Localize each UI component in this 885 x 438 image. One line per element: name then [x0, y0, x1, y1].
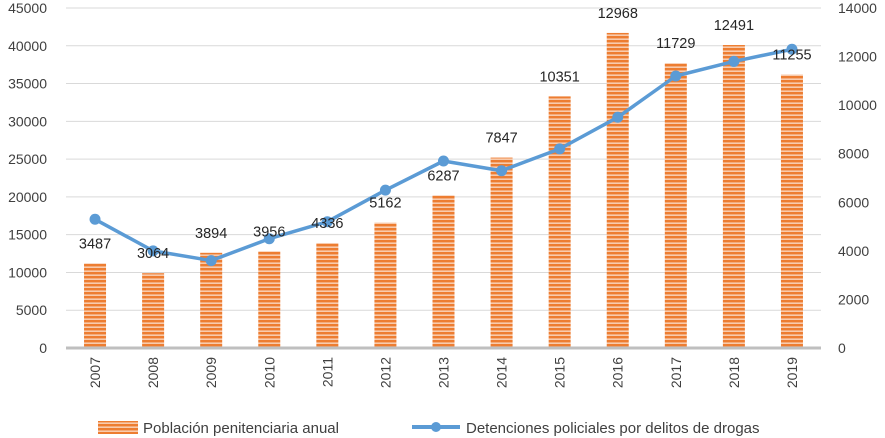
line-point [379, 184, 391, 196]
line-point [438, 155, 449, 167]
bar [432, 195, 455, 348]
line-point [728, 55, 740, 67]
y-left-tick-label: 15000 [8, 227, 47, 243]
line-point [670, 70, 682, 82]
x-tick-label: 2016 [610, 357, 626, 388]
bar [490, 157, 513, 348]
bar [258, 251, 281, 348]
bar [316, 242, 339, 348]
bar [606, 32, 629, 348]
y-right-tick-label: 12000 [838, 49, 877, 65]
y-right-tick-label: 2000 [838, 291, 869, 307]
x-tick-label: 2007 [87, 357, 103, 388]
x-tick-label: 2015 [552, 357, 568, 388]
axes: 0500010000150002000025000300003500040000… [8, 0, 877, 388]
y-right-tick-label: 6000 [838, 194, 869, 210]
bar [142, 273, 165, 348]
y-right-tick-label: 4000 [838, 243, 869, 259]
y-right-tick-label: 14000 [838, 0, 877, 16]
line-series [89, 43, 798, 267]
x-tick-label: 2014 [494, 357, 510, 388]
x-tick-label: 2018 [726, 357, 742, 388]
x-tick-label: 2019 [784, 357, 800, 388]
bar [84, 263, 107, 348]
legend-label-line: Detenciones policiales por delitos de dr… [466, 420, 760, 437]
line-point [612, 111, 624, 123]
x-tick-label: 2017 [668, 357, 684, 388]
x-tick-label: 2013 [436, 357, 452, 388]
legend-marker [431, 422, 441, 432]
x-tick-label: 2008 [145, 357, 161, 388]
y-left-tick-label: 45000 [8, 0, 47, 16]
y-left-tick-label: 5000 [16, 302, 47, 318]
line-point [147, 245, 159, 257]
data-label: 5162 [369, 196, 401, 212]
data-label: 11729 [656, 36, 695, 52]
legend-item-line[interactable]: Detenciones policiales por delitos de dr… [412, 420, 760, 437]
x-tick-label: 2011 [319, 357, 335, 387]
y-left-tick-label: 35000 [8, 76, 47, 92]
line-point [786, 43, 798, 55]
legend-swatch-bars [98, 421, 138, 434]
line-point [496, 165, 508, 177]
bar [374, 222, 397, 348]
data-label: 11255 [772, 47, 811, 63]
bar [548, 96, 571, 349]
line-point [321, 216, 333, 228]
data-label: 4336 [311, 216, 343, 232]
y-right-tick-label: 0 [838, 340, 846, 356]
data-label: 3487 [79, 236, 111, 252]
data-label: 3956 [253, 224, 285, 240]
legend-item-bars[interactable]: Población penitenciaria anual [98, 420, 339, 437]
data-label: 6287 [427, 168, 459, 184]
y-right-tick-label: 8000 [838, 146, 869, 162]
bar [780, 74, 803, 348]
data-label: 7847 [485, 131, 517, 147]
x-tick-label: 2010 [261, 357, 277, 388]
line-point [263, 233, 275, 245]
y-right-tick-label: 10000 [838, 97, 877, 113]
line-point [554, 143, 566, 155]
data-label: 12968 [598, 6, 638, 22]
data-label: 3894 [195, 226, 227, 242]
y-left-tick-label: 25000 [8, 151, 47, 167]
x-tick-label: 2009 [203, 357, 219, 388]
y-left-tick-label: 20000 [8, 189, 47, 205]
data-label: 10351 [539, 69, 579, 85]
line-point [89, 213, 101, 225]
y-left-tick-label: 30000 [8, 113, 47, 129]
bar [722, 45, 745, 349]
y-left-tick-label: 40000 [8, 38, 47, 54]
x-tick-label: 2012 [377, 357, 393, 388]
legend-label-bars: Población penitenciaria anual [143, 420, 339, 437]
legend: Población penitenciaria anual Detencione… [98, 420, 760, 437]
bar-series [84, 32, 803, 349]
y-left-tick-label: 0 [39, 340, 47, 356]
bar [664, 63, 687, 349]
data-label: 3064 [137, 246, 169, 262]
line-point [205, 255, 217, 267]
y-left-tick-label: 10000 [8, 264, 47, 280]
bar [200, 252, 223, 348]
data-label: 12491 [714, 18, 754, 34]
data-labels: 3487 3064 3894 3956 4336 5162 6287 7847 10351 129… [79, 6, 812, 262]
